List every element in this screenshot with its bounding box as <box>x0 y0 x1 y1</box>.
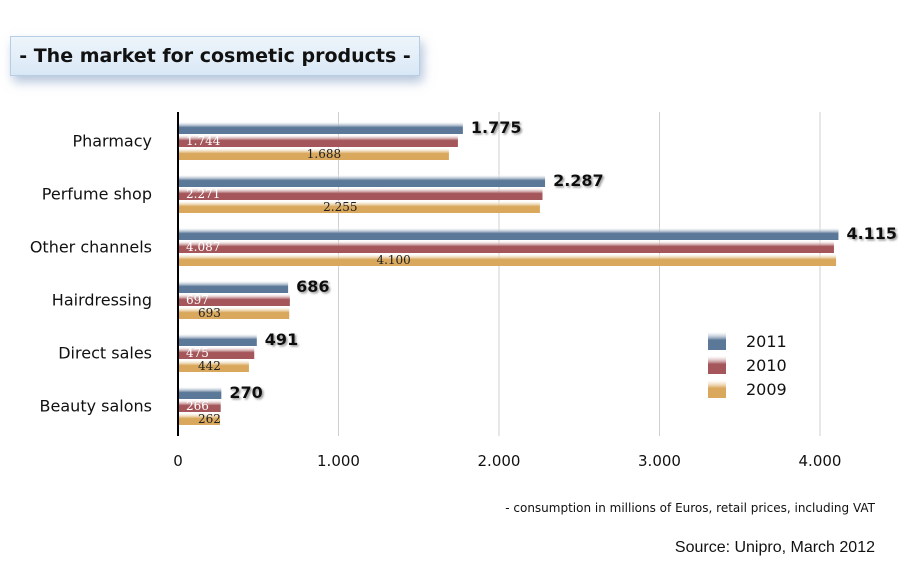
data-label-3-2011: 686 <box>296 277 329 296</box>
x-tick-label-2: 2.000 <box>478 452 521 470</box>
legend-label-2010: 2010 <box>746 356 787 375</box>
bar-5-2009 <box>178 413 221 425</box>
bar-3-2011 <box>178 281 289 293</box>
x-tick-label-3: 3.000 <box>638 452 681 470</box>
data-label-4-2011: 491 <box>265 330 298 349</box>
bar-3-2010 <box>178 294 290 306</box>
bar-0-2011 <box>178 122 463 134</box>
legend-label-2009: 2009 <box>746 380 787 399</box>
bar-4-2010 <box>178 347 255 359</box>
data-label-5-2010: 266 <box>186 399 209 413</box>
bar-3-2009 <box>178 307 290 319</box>
data-label-0-2010: 1.744 <box>186 134 221 148</box>
data-label-1-2011: 2.287 <box>553 171 604 190</box>
chart-title: - The market for cosmetic products - <box>10 36 420 76</box>
footnote: - consumption in millions of Euros, reta… <box>505 501 875 515</box>
legend-swatch-2011 <box>708 332 726 350</box>
data-label-5-2009: 262 <box>198 412 221 426</box>
category-label-4: Direct sales <box>58 344 152 363</box>
source-note: Source: Unipro, March 2012 <box>674 539 875 556</box>
data-label-3-2010: 697 <box>186 293 209 307</box>
data-label-1-2009: 2.255 <box>323 200 357 214</box>
bar-5-2010 <box>178 400 221 412</box>
bar-2-2011 <box>178 228 839 240</box>
data-label-2-2011: 4.115 <box>846 224 897 243</box>
data-label-4-2009: 442 <box>198 359 221 373</box>
legend-label-2011: 2011 <box>746 332 787 351</box>
data-label-2-2009: 4.100 <box>376 253 410 267</box>
category-label-1: Perfume shop <box>42 185 152 204</box>
bar-4-2009 <box>178 360 249 372</box>
legend-swatch-2010 <box>708 356 726 374</box>
x-tick-label-0: 0 <box>173 452 183 470</box>
category-label-0: Pharmacy <box>72 132 152 151</box>
bar-5-2011 <box>178 387 222 399</box>
data-label-4-2010: 475 <box>186 346 209 360</box>
bar-2-2009 <box>178 254 837 266</box>
category-label-3: Hairdressing <box>52 291 152 310</box>
bar-4-2011 <box>178 334 257 346</box>
x-tick-label-1: 1.000 <box>317 452 360 470</box>
bar-0-2009 <box>178 148 449 160</box>
data-label-0-2011: 1.775 <box>471 118 522 137</box>
bar-1-2010 <box>178 188 543 200</box>
bar-0-2010 <box>178 135 458 147</box>
data-label-1-2010: 2.271 <box>186 187 220 201</box>
category-label-2: Other channels <box>30 238 152 257</box>
category-label-5: Beauty salons <box>40 397 152 416</box>
data-label-5-2011: 270 <box>229 383 262 402</box>
bar-1-2009 <box>178 201 540 213</box>
bar-2-2010 <box>178 241 834 253</box>
legend-swatch-2009 <box>708 380 726 398</box>
data-label-2-2010: 4.087 <box>186 240 220 254</box>
data-label-0-2009: 1.688 <box>307 147 341 161</box>
data-label-3-2009: 693 <box>198 306 221 320</box>
bar-1-2011 <box>178 175 546 187</box>
x-tick-label-4: 4.000 <box>799 452 842 470</box>
